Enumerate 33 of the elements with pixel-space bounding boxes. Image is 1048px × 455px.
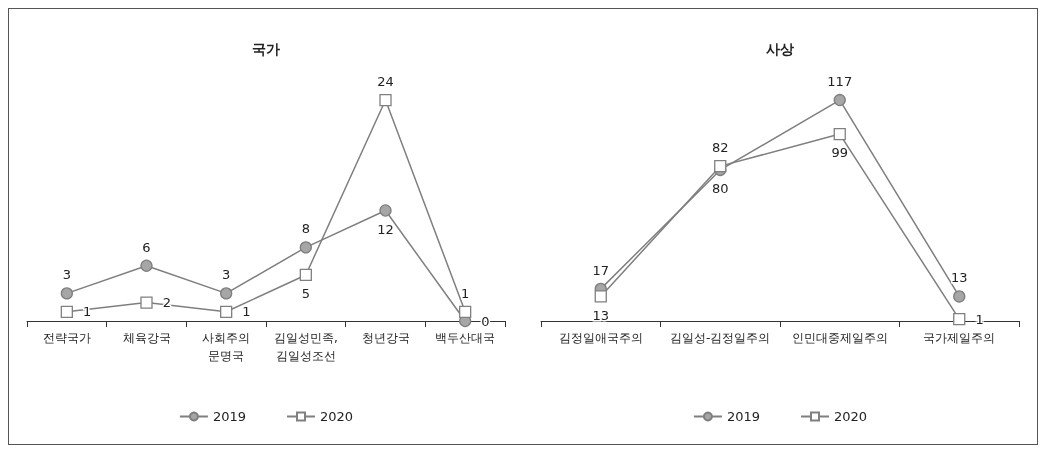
data-label: 3 xyxy=(222,267,231,283)
data-label: 13 xyxy=(950,270,968,286)
x-tick-label: 김일성-김정일주의 xyxy=(670,331,771,345)
data-label: 3 xyxy=(62,267,71,283)
data-label: 99 xyxy=(831,145,849,161)
data-label: 13 xyxy=(592,307,610,323)
chart-title: 사상 xyxy=(766,41,794,57)
data-label: 1 xyxy=(242,304,251,320)
x-tick-label: 체육강국 xyxy=(122,331,171,345)
data-label: 2 xyxy=(162,295,171,311)
legend-label: 2020 xyxy=(834,409,868,424)
data-label: 5 xyxy=(301,286,310,302)
x-tick-label: 김정일애국주의 xyxy=(558,331,643,345)
x-tick-label: 김일성민족, 김일성조선 xyxy=(273,331,338,363)
data-label: 24 xyxy=(377,73,394,89)
data-label: 80 xyxy=(711,181,729,197)
x-tick-label: 국가제일주의 xyxy=(923,331,996,345)
x-tick-label: 전략국가 xyxy=(42,331,91,345)
data-label: 6 xyxy=(142,239,151,255)
legend-label: 2020 xyxy=(320,409,354,424)
legend-label: 2019 xyxy=(726,409,761,424)
legend-label: 2019 xyxy=(212,409,247,424)
chart-title: 국가 xyxy=(252,41,280,57)
x-tick-label: 백두산대국 xyxy=(435,331,496,345)
x-tick-label: 사회주의 문명국 xyxy=(202,331,251,363)
data-label: 12 xyxy=(377,221,394,237)
data-label: 8 xyxy=(301,221,310,237)
data-label: 117 xyxy=(827,73,853,89)
data-label: 82 xyxy=(711,139,729,155)
data-label: 1 xyxy=(461,285,470,301)
data-label: 17 xyxy=(592,262,610,278)
x-tick-label: 청년강국 xyxy=(361,331,410,345)
x-tick-label: 인민대중제일주의 xyxy=(791,331,888,345)
